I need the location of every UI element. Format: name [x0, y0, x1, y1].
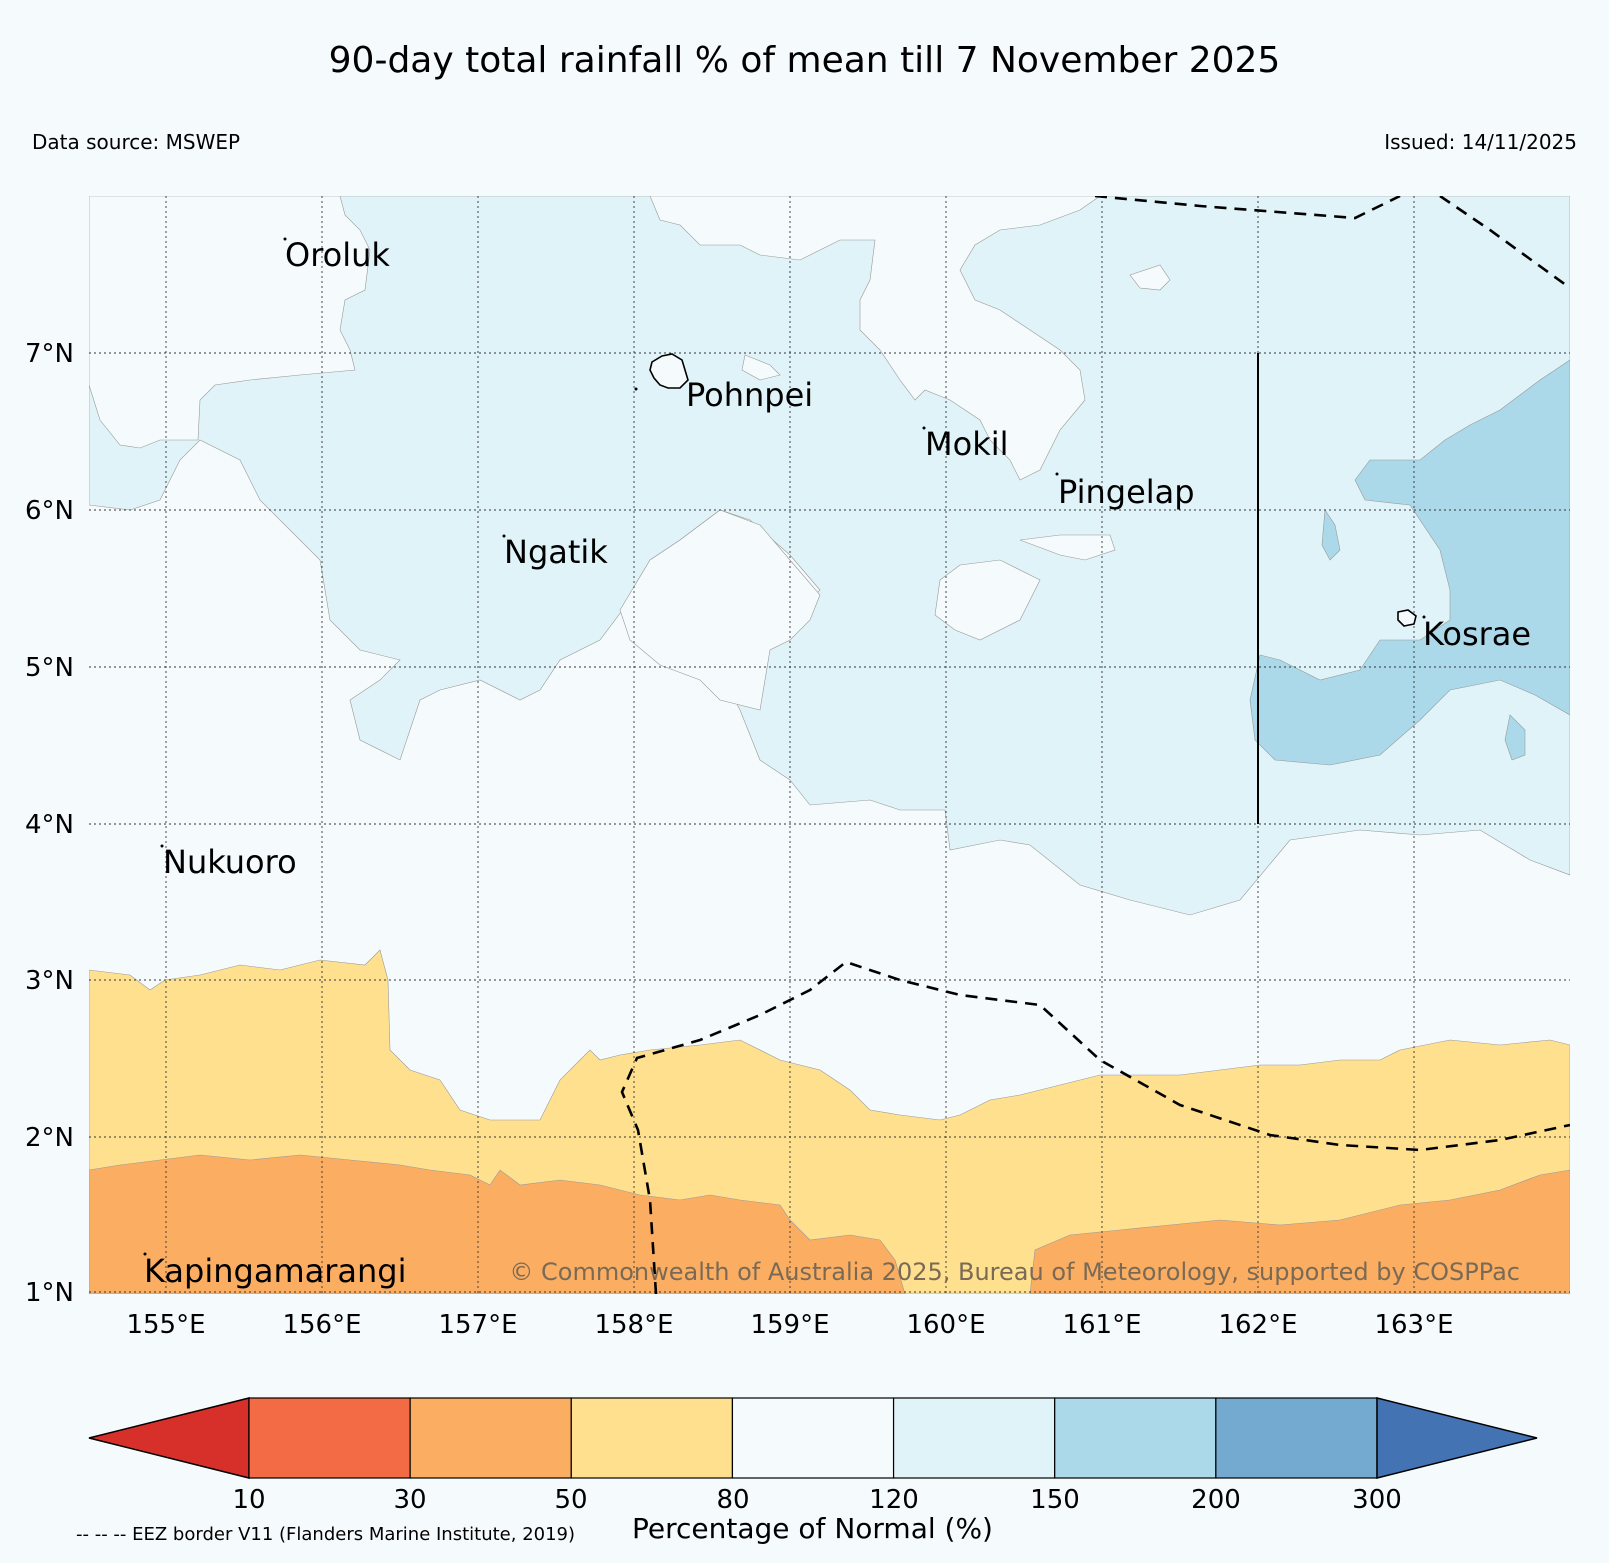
- latitude-axis: 7°N 6°N 5°N 4°N 3°N 2°N 1°N: [25, 339, 74, 1308]
- colorbar-extend-high: [1376, 1397, 1538, 1479]
- lon-label: 159°E: [750, 1310, 829, 1340]
- lon-label: 158°E: [594, 1310, 673, 1340]
- colorbar: [88, 1397, 1538, 1479]
- kosrae-island: [1397, 609, 1417, 627]
- lon-label: 157°E: [438, 1310, 517, 1340]
- colorbar-title: Percentage of Normal (%): [632, 1512, 993, 1545]
- region-120-150: [89, 196, 1570, 916]
- blob-blue-1: [1321, 509, 1341, 561]
- lon-label: 160°E: [906, 1310, 985, 1340]
- region-80-120-center: [619, 509, 821, 711]
- colorbar-segment: [892, 1397, 1056, 1479]
- blob-white-2: [1019, 534, 1116, 561]
- place-label-mokil: Mokil: [925, 425, 1009, 463]
- map-title: 90-day total rainfall % of mean till 7 N…: [328, 40, 1281, 81]
- lat-label: 1°N: [25, 1278, 74, 1308]
- place-markers: [143, 237, 1426, 1256]
- colorbar-tick-label: 200: [1191, 1485, 1241, 1515]
- lon-label: 162°E: [1218, 1310, 1297, 1340]
- blob-white-1: [934, 559, 1041, 641]
- colorbar-ticks: 10 30 50 80 120 150 200 300: [232, 1485, 1401, 1515]
- blob-white-4: [741, 354, 781, 381]
- colorbar-tick-label: 30: [393, 1485, 426, 1515]
- lat-label: 3°N: [25, 966, 74, 996]
- colorbar-tick-label: 300: [1352, 1485, 1402, 1515]
- copyright-label: © Commonwealth of Australia 2025, Bureau…: [509, 1258, 1520, 1286]
- graticule: [89, 196, 1570, 1294]
- colorbar-tick-label: 50: [554, 1485, 587, 1515]
- region-30-50: [89, 1154, 906, 1294]
- lat-label: 6°N: [25, 496, 74, 526]
- lon-label: 156°E: [282, 1310, 361, 1340]
- lat-label: 7°N: [25, 339, 74, 369]
- colorbar-segment: [409, 1397, 572, 1479]
- region-80-120-north: [89, 196, 371, 449]
- blob-white-3: [1129, 264, 1171, 291]
- region-80-120-top: [649, 196, 1101, 481]
- place-label-pohnpei: Pohnpei: [686, 376, 813, 414]
- place-label-ngatik: Ngatik: [504, 533, 608, 571]
- place-label-kapingamarangi: Kapingamarangi: [144, 1252, 406, 1290]
- colorbar-segment: [570, 1397, 734, 1479]
- place-label-pingelap: Pingelap: [1058, 473, 1195, 511]
- eez-legend-note: -- -- -- EEZ border V11 (Flanders Marine…: [76, 1524, 576, 1545]
- colorbar-segment: [1215, 1397, 1378, 1479]
- lon-label: 155°E: [126, 1310, 205, 1340]
- place-label-oroluk: Oroluk: [285, 236, 390, 274]
- region-30-50-east: [1029, 1169, 1570, 1294]
- issued-date-label: Issued: 14/11/2025: [1384, 130, 1577, 154]
- eez-border: [620, 196, 1570, 1294]
- longitude-axis: 155°E 156°E 157°E 158°E 159°E 160°E 161°…: [126, 1310, 1453, 1340]
- place-label-kosrae: Kosrae: [1423, 615, 1531, 653]
- colorbar-tick-label: 120: [869, 1485, 919, 1515]
- lat-label: 5°N: [25, 653, 74, 683]
- colorbar-extend-low: [88, 1397, 250, 1479]
- lat-label: 2°N: [25, 1123, 74, 1153]
- lat-label: 4°N: [25, 810, 74, 840]
- colorbar-tick-label: 10: [232, 1485, 265, 1515]
- place-label-nukuoro: Nukuoro: [163, 843, 297, 881]
- colorbar-tick-label: 150: [1030, 1485, 1080, 1515]
- lon-label: 161°E: [1062, 1310, 1141, 1340]
- colorbar-segment: [731, 1397, 895, 1479]
- blob-blue-2: [1504, 714, 1526, 761]
- pohnpei-island: [649, 353, 689, 389]
- colorbar-segment: [248, 1397, 411, 1479]
- data-source-label: Data source: MSWEP: [32, 130, 241, 154]
- lon-label: 163°E: [1374, 1310, 1453, 1340]
- colorbar-tick-label: 80: [716, 1485, 749, 1515]
- region-150-200: [1249, 359, 1570, 766]
- colorbar-segment: [1054, 1397, 1217, 1479]
